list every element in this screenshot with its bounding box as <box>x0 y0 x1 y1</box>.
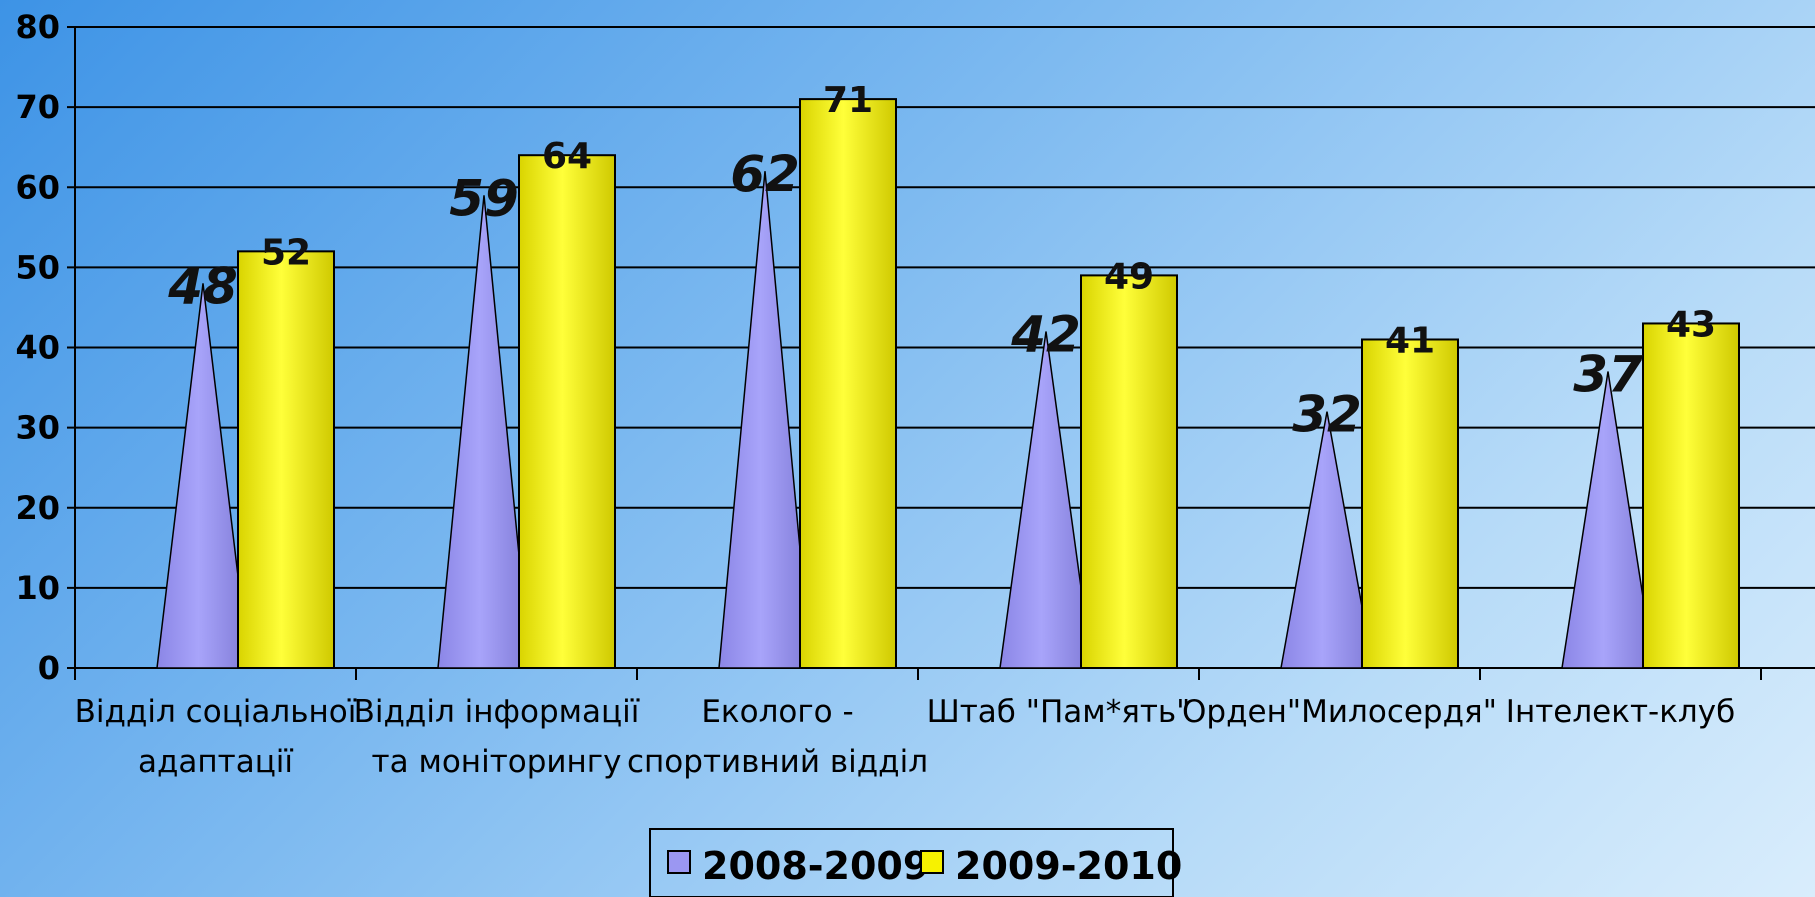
y-tick-label: 40 <box>15 329 60 367</box>
y-tick-label: 50 <box>15 248 60 286</box>
data-label-2008-2009: 62 <box>730 145 800 203</box>
x-category-label: та моніторингу <box>372 744 622 780</box>
bar-2009-2010 <box>799 98 897 670</box>
bar-2009-2010 <box>237 250 335 669</box>
legend-swatch-2009-2010 <box>920 850 944 874</box>
data-label-2008-2009: 42 <box>1010 305 1081 363</box>
y-tick-label: 20 <box>15 489 60 527</box>
legend: 2008-2009 2009-2010 <box>649 828 1182 897</box>
chart-marks <box>156 98 1740 670</box>
bar-2009-2010 <box>1361 338 1459 669</box>
data-label-2008-2009: 59 <box>449 169 519 227</box>
bar-2009-2010 <box>1642 322 1740 669</box>
x-category-label: Еколого - <box>701 694 853 730</box>
x-axis: Відділ соціальної адаптації Відділ інформа… <box>74 667 1815 780</box>
bar-2009-2010 <box>518 154 616 669</box>
cone-bar-2008-2009 <box>718 171 812 669</box>
cone-bar-2008-2009 <box>437 195 531 669</box>
y-tick-label: 70 <box>15 88 60 126</box>
data-labels: 48 59 62 42 32 37 52 64 71 49 41 43 <box>167 80 1716 443</box>
x-category-label: спортивний відділ <box>627 744 928 780</box>
gridlines <box>75 26 1815 669</box>
x-category-label: Відділ інформації <box>354 694 640 730</box>
bar-2009-2010 <box>1080 274 1178 669</box>
data-label-2009-2010: 41 <box>1385 320 1435 361</box>
x-category-label: Орден"Милосердя" <box>1182 694 1497 730</box>
cone-bar-2008-2009 <box>999 331 1093 669</box>
y-axis: 0 10 20 30 40 50 60 70 80 <box>15 8 76 687</box>
x-category-label: Відділ соціальної <box>75 694 357 730</box>
y-tick-label: 80 <box>15 8 60 46</box>
data-label-2009-2010: 52 <box>261 232 311 273</box>
x-category-label: адаптації <box>138 744 293 780</box>
data-label-2009-2010: 64 <box>542 136 592 177</box>
data-label-2009-2010: 71 <box>823 80 873 121</box>
data-label-2009-2010: 43 <box>1666 304 1716 345</box>
cone-bar-2008-2009 <box>1280 411 1374 669</box>
cone-bar-2008-2009 <box>156 283 250 669</box>
legend-box <box>649 828 1174 897</box>
x-category-label: Інтелект-клуб <box>1506 694 1735 730</box>
legend-label-2009-2010: 2009-2010 <box>955 844 1182 888</box>
data-label-2008-2009: 32 <box>1292 386 1362 444</box>
y-tick-label: 0 <box>38 649 60 687</box>
x-category-label: Штаб "Пам*ять" <box>927 694 1191 730</box>
y-tick-label: 30 <box>15 409 60 447</box>
data-label-2009-2010: 49 <box>1104 256 1154 297</box>
cone-bar-2008-2009 <box>1561 371 1655 669</box>
y-tick-label: 10 <box>15 569 60 607</box>
data-label-2008-2009: 48 <box>167 257 238 315</box>
y-tick-label: 60 <box>15 168 60 206</box>
data-label-2008-2009: 37 <box>1573 346 1643 404</box>
legend-label-2008-2009: 2008-2009 <box>702 844 929 888</box>
legend-swatch-2008-2009 <box>667 850 691 874</box>
